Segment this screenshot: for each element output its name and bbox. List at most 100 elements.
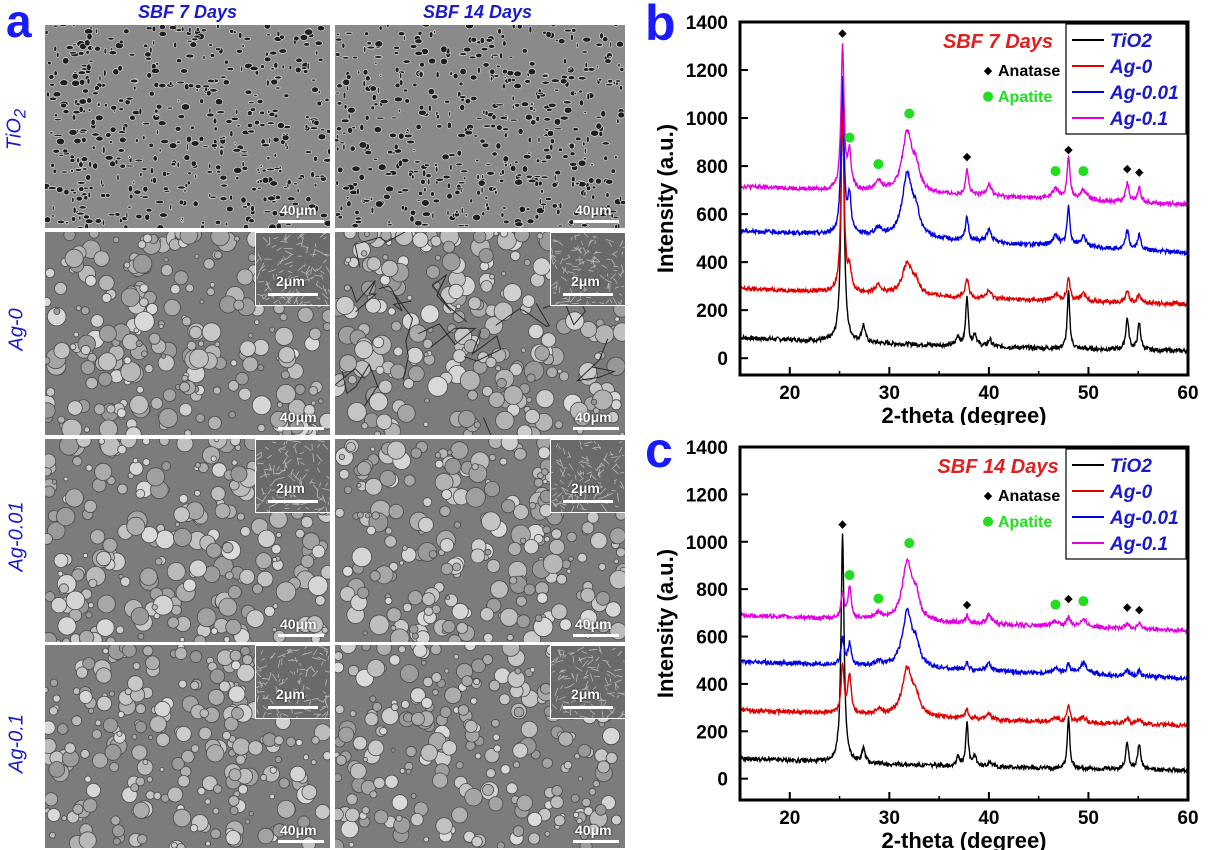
apatite-marker: ● bbox=[873, 591, 884, 606]
apatite-legend-label: Apatite bbox=[998, 89, 1052, 106]
x-tick-label: 20 bbox=[779, 383, 800, 404]
panel-b-letter: b bbox=[645, 0, 676, 51]
anatase-legend-label: Anatase bbox=[998, 488, 1060, 505]
inset-scale-label: 2μm bbox=[571, 686, 600, 702]
chart-title: SBF 14 Days bbox=[937, 456, 1058, 478]
legend-label: Ag-0 bbox=[1109, 57, 1153, 78]
main-scale-bar bbox=[573, 427, 619, 430]
apatite-marker: ● bbox=[904, 536, 915, 551]
legend-box bbox=[1065, 23, 1187, 135]
main-scale-bar bbox=[278, 840, 324, 843]
y-tick-label: 600 bbox=[696, 205, 728, 226]
series-line-tio2 bbox=[739, 533, 1189, 774]
apatite-legend-symbol: ● bbox=[982, 514, 993, 529]
y-tick-label: 0 bbox=[717, 349, 728, 370]
main-scale-bar bbox=[278, 634, 324, 637]
legend-label: Ag-0.1 bbox=[1109, 534, 1168, 555]
xrd-chart-14-days: 20 30 40 50 6002004006008001000120014002-the… bbox=[653, 438, 1199, 850]
y-tick-label: 1200 bbox=[686, 485, 728, 506]
x-tick-label: 30 bbox=[879, 383, 900, 404]
apatite-legend-label: Apatite bbox=[998, 514, 1052, 531]
main-scale-bar bbox=[278, 427, 324, 430]
anatase-marker: ◆ bbox=[1123, 600, 1132, 613]
anatase-marker: ◆ bbox=[1135, 603, 1144, 616]
main-scale-label: 40μm bbox=[575, 202, 612, 218]
main-scale-label: 40μm bbox=[280, 202, 317, 218]
panel-a-letter: a bbox=[6, 0, 32, 47]
legend-label: Ag-0 bbox=[1109, 482, 1153, 503]
anatase-marker: ◆ bbox=[838, 26, 847, 39]
anatase-legend-label: Anatase bbox=[998, 63, 1060, 80]
y-tick-label: 400 bbox=[696, 675, 728, 696]
apatite-marker: ● bbox=[873, 156, 884, 171]
sem-image-ag-0-01-14-days: 40μm 2μm bbox=[335, 439, 625, 642]
legend-label: TiO2 bbox=[1110, 456, 1152, 477]
x-tick-label: 60 bbox=[1177, 383, 1198, 404]
inset-scale-bar bbox=[268, 500, 318, 503]
series-line-ag-0-01 bbox=[739, 607, 1189, 682]
anatase-marker: ◆ bbox=[1123, 162, 1132, 175]
main-scale-bar bbox=[573, 634, 619, 637]
legend-box bbox=[1065, 448, 1187, 560]
anatase-legend-symbol: ◆ bbox=[984, 64, 993, 77]
x-axis-label: 2-theta (degree) bbox=[881, 403, 1046, 425]
inset-scale-label: 2μm bbox=[571, 480, 600, 496]
legend-label: TiO2 bbox=[1110, 31, 1152, 52]
series-line-ag-0-01 bbox=[739, 75, 1189, 257]
y-tick-label: 1400 bbox=[686, 13, 728, 34]
xrd-chart-7-days: 20 30 40 50 6002004006008001000120014002-the… bbox=[653, 13, 1199, 425]
inset-scale-bar bbox=[563, 500, 613, 503]
apatite-marker: ● bbox=[1050, 163, 1061, 178]
row-label-tio2-subscript: 2 bbox=[10, 108, 30, 119]
apatite-marker: ● bbox=[1078, 163, 1089, 178]
series-line-tio2 bbox=[739, 91, 1189, 355]
sem-image-ag-0-01-7-days: 40μm 2μm bbox=[45, 439, 330, 642]
main-scale-bar bbox=[573, 840, 619, 843]
y-tick-label: 800 bbox=[696, 157, 728, 178]
inset-scale-bar bbox=[268, 706, 318, 709]
anatase-marker: ◆ bbox=[963, 150, 972, 163]
column-label-7-days: SBF 7 Days bbox=[137, 2, 238, 22]
inset-image: 2μm bbox=[550, 439, 625, 513]
apatite-legend-symbol: ● bbox=[982, 89, 993, 104]
inset-scale-bar bbox=[268, 293, 318, 296]
series-line-ag-0 bbox=[739, 661, 1189, 729]
main-scale-label: 40μm bbox=[575, 822, 612, 838]
legend-label: Ag-0.01 bbox=[1109, 508, 1179, 529]
inset-image: 2μm bbox=[255, 232, 330, 306]
series-line-ag-0-1 bbox=[739, 557, 1189, 635]
y-tick-label: 1000 bbox=[686, 109, 728, 130]
inset-scale-bar bbox=[563, 293, 613, 296]
main-scale-bar bbox=[573, 220, 619, 223]
inset-image: 2μm bbox=[255, 645, 330, 719]
apatite-marker: ● bbox=[1078, 594, 1089, 609]
sem-image-ag-0-7-days: 40μm 2μm bbox=[45, 232, 330, 435]
apatite-marker: ● bbox=[904, 106, 915, 121]
anatase-marker: ◆ bbox=[1064, 592, 1073, 605]
y-tick-label: 400 bbox=[696, 253, 728, 274]
inset-scale-label: 2μm bbox=[571, 273, 600, 289]
legend-label: Ag-0.1 bbox=[1109, 109, 1168, 130]
inset-image: 2μm bbox=[550, 645, 625, 719]
series-line-ag-0-1 bbox=[739, 43, 1189, 209]
row-label-ag-0-01: Ag-0.01 bbox=[5, 501, 28, 572]
y-tick-label: 800 bbox=[696, 580, 728, 601]
main-scale-bar bbox=[278, 220, 324, 223]
chart-title: SBF 7 Days bbox=[943, 31, 1053, 53]
panel-c-letter: c bbox=[645, 422, 673, 478]
column-label-14-days: SBF 14 Days bbox=[422, 2, 533, 22]
y-tick-label: 1200 bbox=[686, 61, 728, 82]
main-scale-label: 40μm bbox=[280, 822, 317, 838]
anatase-marker: ◆ bbox=[1135, 166, 1144, 179]
y-tick-label: 0 bbox=[717, 770, 728, 791]
anatase-marker: ◆ bbox=[963, 598, 972, 611]
anatase-legend-symbol: ◆ bbox=[984, 489, 993, 502]
main-scale-label: 40μm bbox=[575, 409, 612, 425]
x-tick-label: 30 bbox=[879, 808, 900, 829]
y-tick-label: 200 bbox=[696, 301, 728, 322]
legend-label: Ag-0.01 bbox=[1109, 83, 1179, 104]
sem-image-tio2-7-days: 40μm bbox=[45, 25, 330, 228]
y-tick-label: 200 bbox=[696, 722, 728, 743]
sem-image-ag-0-1-7-days: 40μm 2μm bbox=[45, 645, 330, 848]
